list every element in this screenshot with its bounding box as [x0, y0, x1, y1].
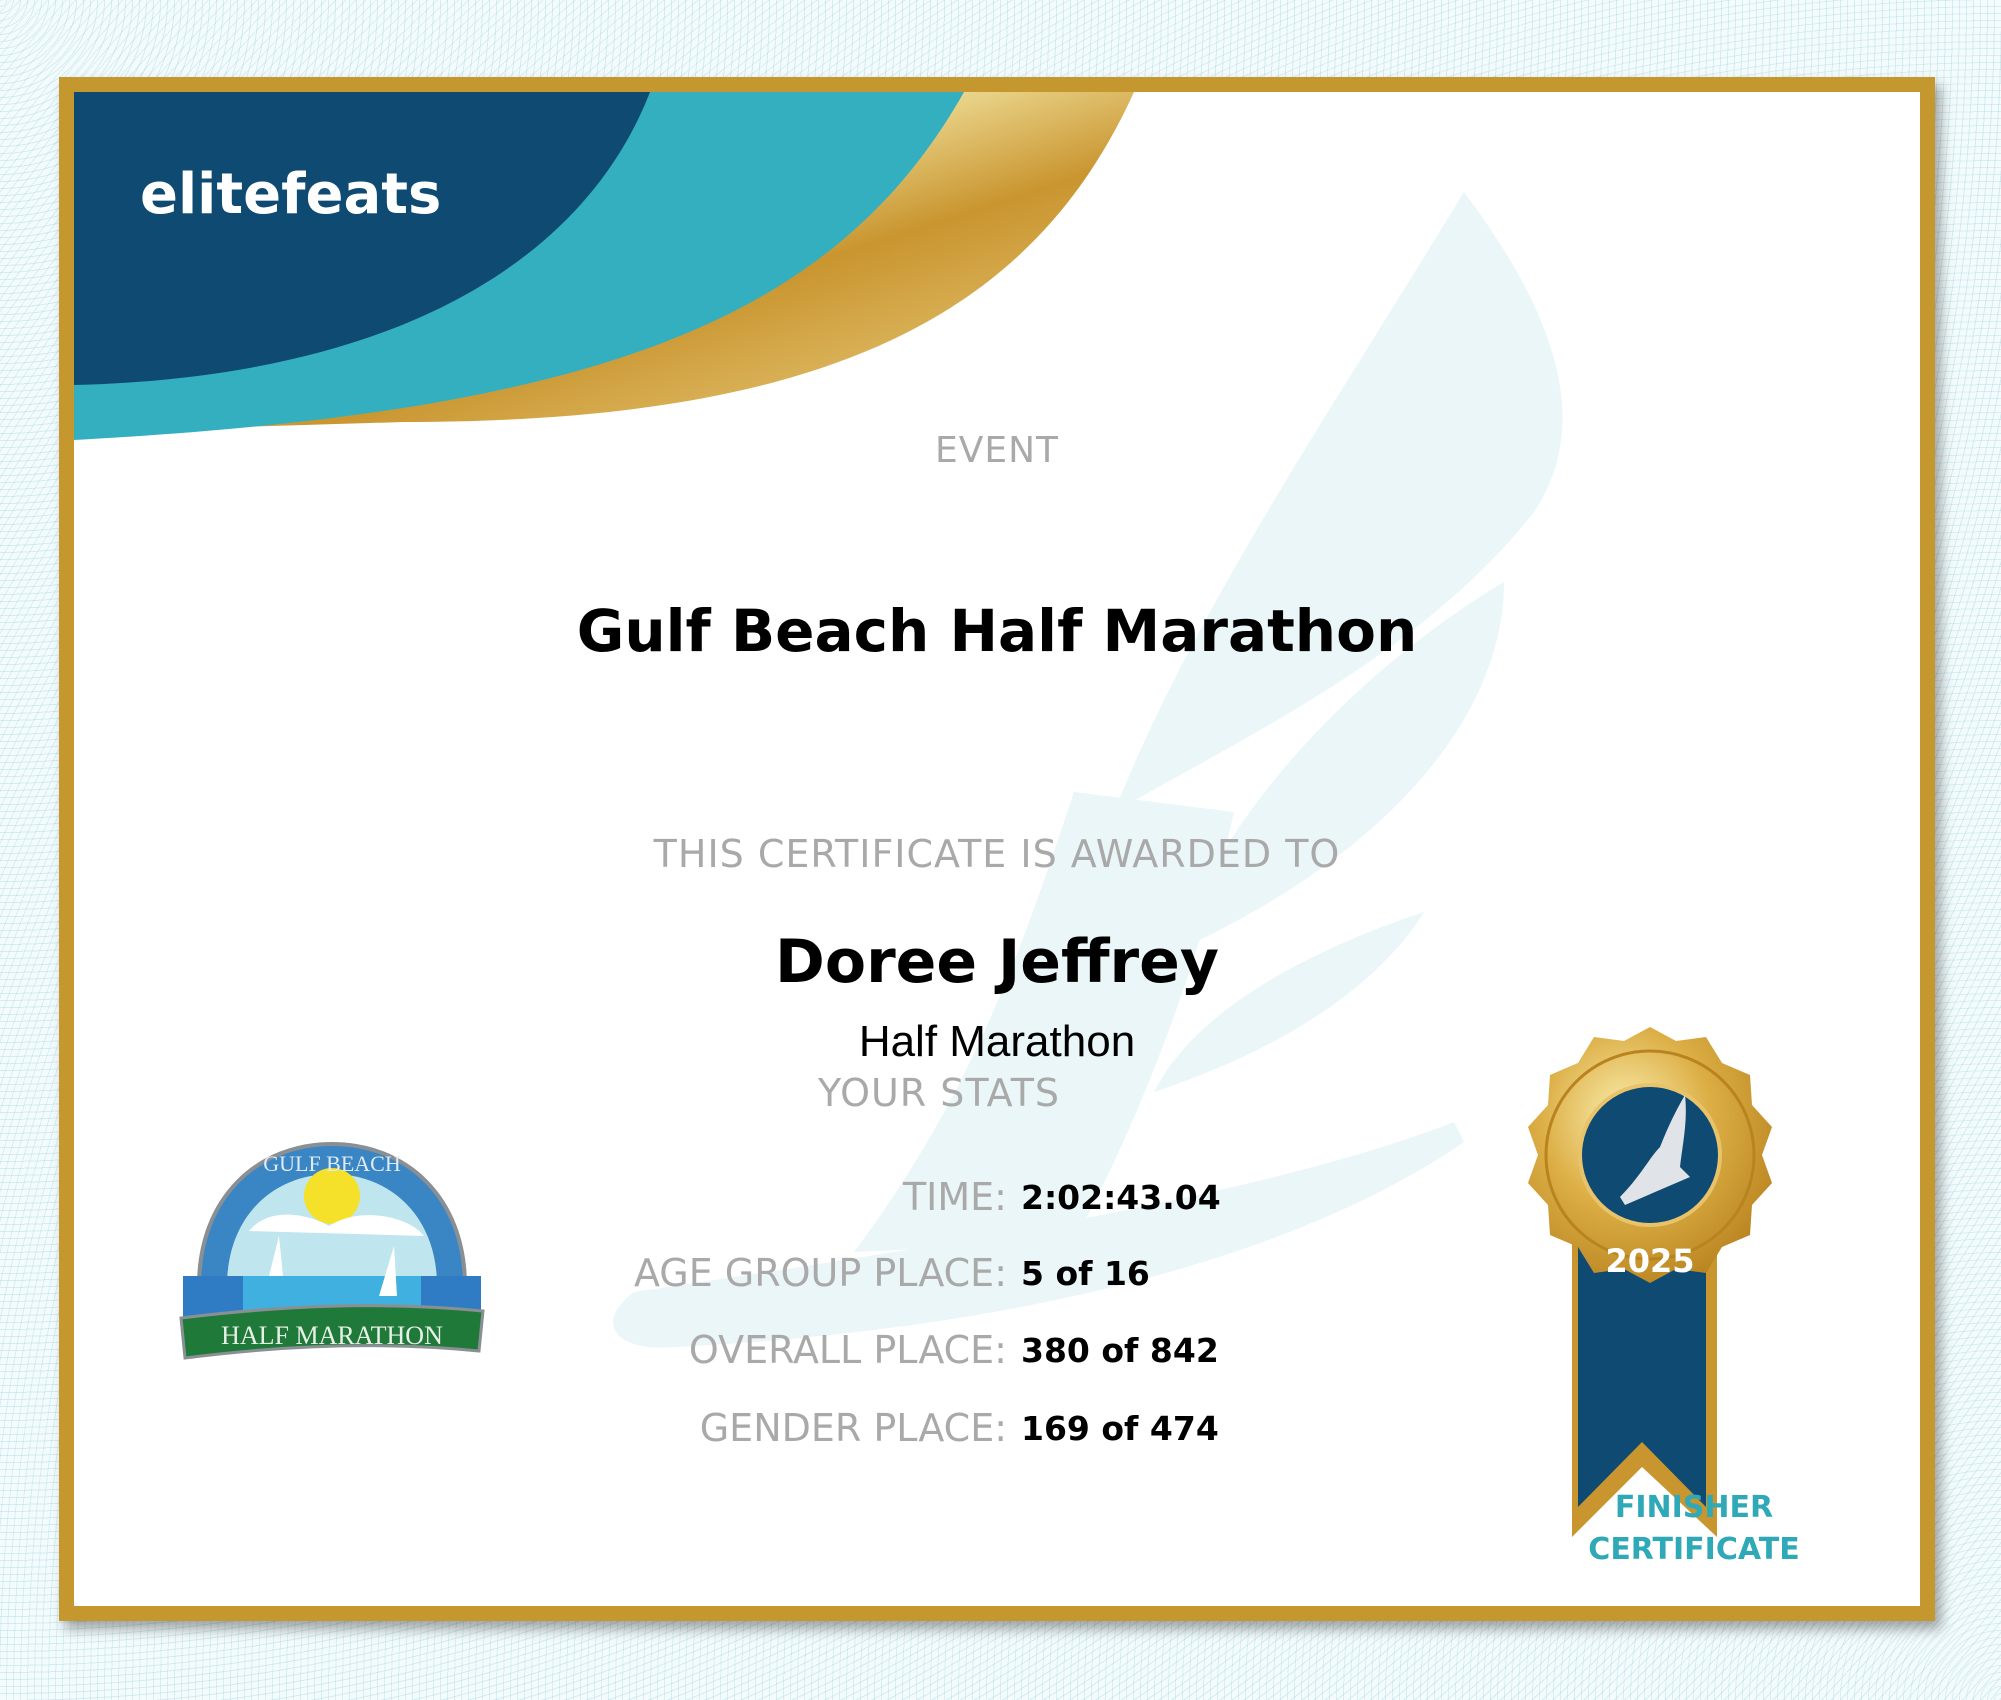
stat-row-gender: GENDER PLACE: 169 of 474 [74, 1405, 1920, 1455]
header-swoosh [74, 92, 1772, 1537]
race-name: Half Marathon [858, 1017, 1136, 1066]
recipient-name: Doree Jeffrey [775, 927, 1219, 997]
stat-label: TIME: [902, 1175, 1007, 1219]
stat-label: OVERALL PLACE: [688, 1328, 1007, 1372]
winged-foot-icon [1620, 1095, 1690, 1205]
stats-heading: YOUR STATS [817, 1071, 1061, 1115]
stat-row-overall: OVERALL PLACE: 380 of 842 [74, 1327, 1920, 1377]
stat-value: 380 of 842 [1021, 1331, 1219, 1370]
medal-year: 2025 [1605, 1242, 1695, 1280]
finisher-medal [1528, 1027, 1772, 1537]
stat-label: AGE GROUP PLACE: [633, 1251, 1007, 1295]
certificate: elitefeats EVENT Gulf Beach Half Maratho… [59, 77, 1935, 1621]
event-title: Gulf Beach Half Marathon [576, 597, 1418, 665]
stat-row-age-group: AGE GROUP PLACE: 5 of 16 [74, 1250, 1920, 1300]
elitefeats-logo: elitefeats [140, 162, 442, 227]
finisher-caption-2: CERTIFICATE [1588, 1532, 1800, 1567]
stat-label: GENDER PLACE: [699, 1406, 1007, 1450]
stat-row-time: TIME: 2:02:43.04 [74, 1174, 1920, 1224]
logo-top-text: GULF BEACH [263, 1151, 401, 1176]
stat-value: 169 of 474 [1021, 1409, 1219, 1448]
stat-value: 5 of 16 [1021, 1254, 1150, 1293]
event-label: EVENT [934, 430, 1060, 471]
stat-value: 2:02:43.04 [1021, 1178, 1221, 1217]
finisher-caption-1: FINISHER [1614, 1490, 1774, 1525]
logo-banner-text: HALF MARATHON [221, 1321, 443, 1350]
watermark-winged-foot-icon [613, 192, 1563, 1348]
awarded-label: THIS CERTIFICATE IS AWARDED TO [653, 832, 1341, 876]
gulf-beach-logo: HALF MARATHON GULF BEACH [179, 1141, 485, 1360]
